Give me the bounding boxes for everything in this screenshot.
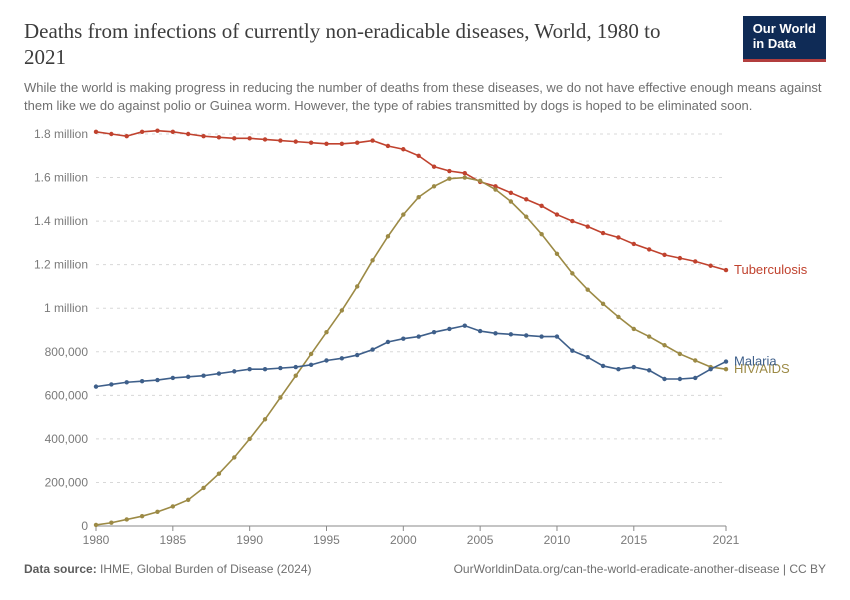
svg-text:0: 0: [81, 519, 88, 533]
chart-area: 0 200,000 400,000 600,000 800,000 1 million 1.…: [24, 126, 826, 556]
logo-line-1: Our World: [753, 22, 816, 37]
chart-subtitle: While the world is making progress in re…: [24, 79, 824, 117]
logo-line-2: in Data: [753, 37, 816, 52]
svg-text:400,000: 400,000: [45, 432, 89, 446]
svg-text:2000: 2000: [390, 533, 417, 547]
source-text: IHME, Global Burden of Disease (2024): [100, 562, 311, 576]
series-line-hiv-aids: [96, 178, 726, 525]
svg-text:200,000: 200,000: [45, 476, 89, 490]
svg-text:1985: 1985: [159, 533, 186, 547]
svg-text:1.6 million: 1.6 million: [34, 171, 88, 185]
svg-text:1 million: 1 million: [44, 301, 88, 315]
chart-header: Our World in Data Deaths from infections…: [24, 18, 826, 116]
source-label: Data source:: [24, 562, 97, 576]
svg-text:1980: 1980: [83, 533, 110, 547]
series-line-malaria: [96, 326, 726, 387]
svg-text:1990: 1990: [236, 533, 263, 547]
chart-title: Deaths from infections of currently non-…: [24, 18, 664, 71]
data-source: Data source: IHME, Global Burden of Dise…: [24, 562, 311, 576]
svg-text:2021: 2021: [713, 533, 740, 547]
svg-text:1.4 million: 1.4 million: [34, 214, 88, 228]
series-label-tuberculosis: Tuberculosis: [734, 262, 808, 277]
line-chart: 0 200,000 400,000 600,000 800,000 1 million 1.…: [24, 126, 826, 556]
series-line-tuberculosis: [96, 131, 726, 270]
svg-text:1995: 1995: [313, 533, 340, 547]
svg-text:800,000: 800,000: [45, 345, 89, 359]
footer-attribution: OurWorldinData.org/can-the-world-eradica…: [454, 562, 826, 576]
series-label-malaria: Malaria: [734, 354, 777, 369]
svg-text:1.2 million: 1.2 million: [34, 258, 88, 272]
svg-text:1.8 million: 1.8 million: [34, 127, 88, 141]
svg-text:2010: 2010: [544, 533, 571, 547]
owid-logo: Our World in Data: [743, 16, 826, 62]
svg-text:2005: 2005: [467, 533, 494, 547]
svg-text:600,000: 600,000: [45, 389, 89, 403]
chart-footer: Data source: IHME, Global Burden of Dise…: [24, 562, 826, 576]
svg-text:2015: 2015: [620, 533, 647, 547]
